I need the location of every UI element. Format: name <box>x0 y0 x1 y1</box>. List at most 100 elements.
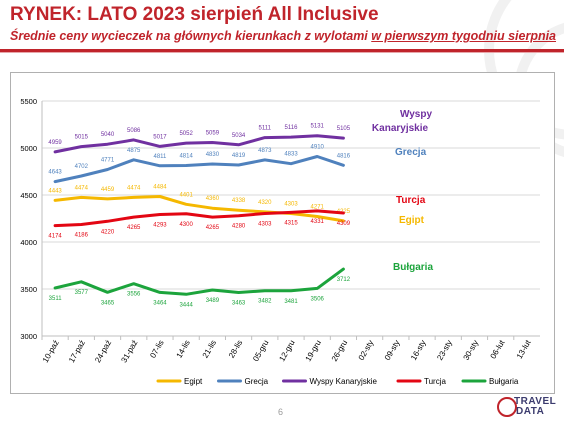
data-label: 4220 <box>101 229 115 235</box>
y-tick-label: 5500 <box>20 97 37 106</box>
legend-label: Grecja <box>245 377 269 386</box>
data-label: 4811 <box>153 154 167 160</box>
title-underline-rule-light <box>0 52 564 53</box>
data-label: 5111 <box>259 126 272 132</box>
x-tick-label: 28-lis <box>227 339 244 360</box>
page-number: 6 <box>278 407 284 417</box>
legend-label: Bułgaria <box>489 377 519 386</box>
data-label: 4959 <box>48 140 62 146</box>
x-tick-label: 14-lis <box>175 339 192 360</box>
data-label: 3465 <box>101 300 115 306</box>
data-label: 3444 <box>179 302 193 308</box>
data-label: 4643 <box>48 170 62 176</box>
series-line <box>53 209 345 228</box>
logo-text-data: DATA <box>516 406 545 417</box>
data-label: 3463 <box>232 300 246 306</box>
data-label: 4771 <box>101 158 115 164</box>
x-tick-label: 07-lis <box>148 339 165 360</box>
data-label: 4265 <box>127 225 141 231</box>
subtitle-underlined: w pierwszym tygodniu sierpnia <box>371 29 557 43</box>
x-tick-label: 26-gru <box>330 339 349 364</box>
legend-label: Wyspy Kanaryjskie <box>310 377 378 386</box>
x-tick-label: 12-gru <box>277 339 296 364</box>
data-label: 3511 <box>49 296 63 302</box>
series-end-label: Kanaryjskie <box>372 123 429 134</box>
data-label: 5086 <box>127 128 141 134</box>
series-end-label: Bułgaria <box>393 262 433 273</box>
x-tick-label: 24-paź <box>93 339 113 365</box>
y-tick-label: 4000 <box>20 238 37 247</box>
data-label: 4830 <box>206 152 220 158</box>
data-label: 5040 <box>101 132 115 138</box>
data-label: 4315 <box>284 220 298 226</box>
data-label: 3481 <box>284 299 298 305</box>
data-label: 3464 <box>153 300 167 306</box>
y-tick-label: 5000 <box>20 144 37 153</box>
title-underline-rule <box>0 49 564 52</box>
series-end-label: Egipt <box>399 215 425 226</box>
data-label: 4702 <box>75 164 89 170</box>
data-label: 4474 <box>127 185 141 191</box>
data-label: 4303 <box>258 222 272 228</box>
series-line <box>53 134 345 154</box>
data-label: 4293 <box>153 222 167 228</box>
series-end-label: Wyspy <box>400 109 432 120</box>
data-label: 5017 <box>153 134 167 140</box>
slide-title: RYNEK: LATO 2023 sierpień All Inclusive <box>10 4 379 25</box>
series-end-label: Grecja <box>395 147 427 158</box>
subtitle-prefix: Średnie ceny wycieczek na głównych kieru… <box>10 29 372 43</box>
data-label: 5059 <box>206 130 220 136</box>
y-tick-label: 4500 <box>20 191 37 200</box>
data-label: 4816 <box>337 153 351 159</box>
series-line <box>53 195 345 223</box>
logo-circle-icon <box>497 397 517 417</box>
data-label: 4303 <box>284 202 298 208</box>
chart-frame <box>10 72 555 394</box>
x-tick-label: 21-lis <box>201 339 218 360</box>
data-label: 5052 <box>179 131 193 137</box>
data-label: 4875 <box>127 148 141 154</box>
x-tick-label: 31-paź <box>119 339 139 365</box>
data-label: 3577 <box>75 290 89 296</box>
data-label: 3489 <box>206 298 220 304</box>
data-label: 4186 <box>75 233 89 239</box>
x-tick-label: 02-sty <box>357 339 376 362</box>
x-tick-label: 17-paź <box>67 339 87 365</box>
data-label: 4474 <box>75 185 89 191</box>
x-tick-label: 13-lut <box>515 338 533 361</box>
data-label: 4280 <box>232 224 246 230</box>
data-label: 4331 <box>311 219 325 225</box>
data-label: 4360 <box>206 196 220 202</box>
slide-subtitle: Średnie ceny wycieczek na głównych kieru… <box>10 29 556 43</box>
data-label: 4459 <box>101 187 115 193</box>
legend-label: Turcja <box>424 377 446 386</box>
data-label: 5131 <box>311 124 325 130</box>
data-label: 5116 <box>285 125 299 131</box>
data-label: 4873 <box>258 148 272 154</box>
data-label: 4338 <box>232 198 246 204</box>
x-tick-label: 05-gru <box>251 339 270 364</box>
data-label: 4320 <box>258 200 272 206</box>
data-label: 3556 <box>127 292 141 298</box>
x-tick-label: 19-gru <box>304 339 323 364</box>
data-label: 4910 <box>311 144 325 150</box>
y-tick-label: 3000 <box>20 332 37 341</box>
data-label: 4443 <box>48 188 62 194</box>
x-tick-label: 23-sty <box>435 339 454 362</box>
data-label: 5105 <box>337 126 351 132</box>
legend-label: Egipt <box>184 377 203 386</box>
data-label: 3482 <box>258 299 272 305</box>
series-end-label: Turcja <box>396 195 426 206</box>
series-line <box>53 155 345 184</box>
data-label: 3712 <box>337 277 351 283</box>
data-label: 4265 <box>206 225 220 231</box>
data-label: 4309 <box>337 221 351 227</box>
data-label: 4401 <box>179 192 193 198</box>
series-line <box>53 267 345 296</box>
x-tick-label: 30-sty <box>462 339 481 362</box>
data-label: 4814 <box>179 153 193 159</box>
travel-data-logo: TRAVEL DATA <box>497 395 557 421</box>
data-label: 4833 <box>284 152 298 158</box>
data-label: 4484 <box>153 185 167 191</box>
